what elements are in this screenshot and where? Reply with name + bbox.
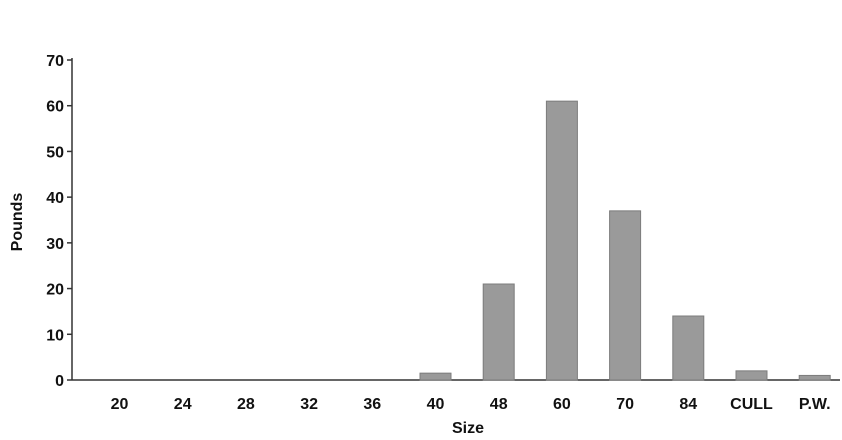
y-tick-label: 10 xyxy=(46,327,64,344)
bar xyxy=(735,370,768,381)
x-tick-label: 20 xyxy=(111,396,129,413)
y-tick-label: 40 xyxy=(46,190,64,207)
category-labels: 20 24 28 32 36 40 48 60 70 84 CULL P.W. xyxy=(111,396,831,413)
y-tick-label: 30 xyxy=(46,236,64,253)
x-tick-label: 24 xyxy=(174,396,192,413)
bar xyxy=(609,210,642,381)
x-tick-label: 70 xyxy=(616,396,634,413)
x-tick-label: 84 xyxy=(679,396,697,413)
x-tick-label: 36 xyxy=(363,396,381,413)
bar xyxy=(419,372,452,381)
y-tick-label: 60 xyxy=(46,99,64,116)
y-tick-label: 0 xyxy=(55,373,64,390)
y-tick-label: 70 xyxy=(46,53,64,70)
bar xyxy=(672,315,705,381)
y-tick-label: 50 xyxy=(46,144,64,161)
bar xyxy=(545,100,578,381)
x-tick-label: 28 xyxy=(237,396,255,413)
bars xyxy=(419,100,831,381)
y-axis-title: Pounds xyxy=(9,193,26,252)
y-tick-label: 20 xyxy=(46,282,64,299)
x-tick-label: CULL xyxy=(730,396,773,413)
bar xyxy=(798,374,831,381)
x-tick-label: 40 xyxy=(427,396,445,413)
x-tick-label: 60 xyxy=(553,396,571,413)
x-axis-title: Size xyxy=(452,420,484,437)
bar xyxy=(482,283,515,381)
x-tick-label: P.W. xyxy=(799,396,831,413)
y-axis: 0 10 20 30 40 50 60 70 xyxy=(46,53,73,390)
x-tick-label: 32 xyxy=(300,396,318,413)
x-tick-label: 48 xyxy=(490,396,508,413)
